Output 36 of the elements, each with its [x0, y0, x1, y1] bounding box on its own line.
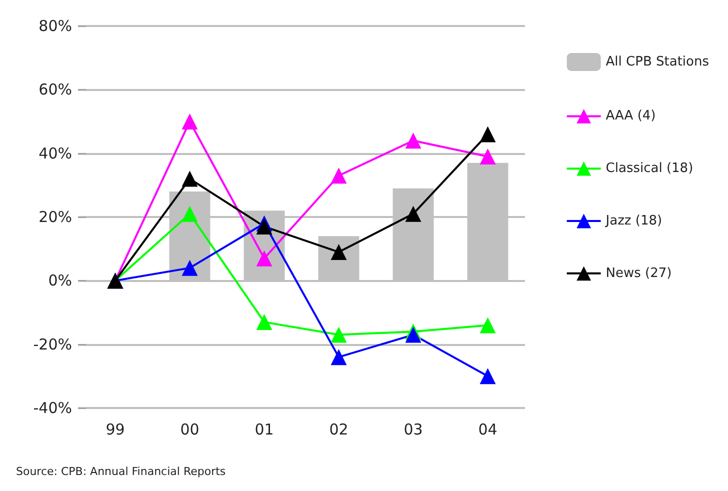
point: [405, 132, 422, 149]
point: [405, 326, 422, 343]
legend-label: AAA (4): [606, 108, 656, 124]
point: [182, 206, 198, 222]
x-tick-label: 00: [180, 420, 200, 438]
y-tick-label: 80%: [38, 17, 72, 35]
point: [330, 349, 347, 366]
y-tick-label: 0%: [48, 272, 72, 290]
x-tick-label: 01: [254, 420, 274, 438]
y-tick-label: 60%: [38, 80, 72, 99]
point: [256, 250, 272, 266]
point: [256, 218, 272, 235]
x-tick-label: 03: [404, 420, 423, 438]
x-tick-label: 99: [106, 420, 125, 438]
point: [182, 260, 198, 276]
legend-label: Classical (18): [606, 161, 694, 176]
point: [330, 168, 347, 184]
legend-label: News (27): [606, 266, 672, 281]
point: [256, 314, 272, 330]
legend-label: All CPB Stations: [606, 54, 710, 70]
legend-label: Jazz (18): [604, 214, 662, 228]
point: [480, 148, 496, 165]
point: [182, 170, 198, 187]
point: [480, 368, 496, 384]
x-tick-label: 02: [329, 420, 348, 438]
point: [182, 114, 198, 130]
y-tick-label: 20%: [38, 208, 72, 226]
point: [330, 326, 347, 343]
y-tick-label: -20%: [33, 335, 72, 354]
point: [405, 206, 422, 222]
y-tick-label: 40%: [38, 144, 72, 162]
point: [480, 317, 496, 334]
y-tick-label: -40%: [33, 399, 72, 417]
x-tick-label: 04: [478, 420, 498, 438]
source-note: Source: CPB: Annual Financial Reports: [16, 465, 226, 478]
point: [480, 126, 496, 142]
